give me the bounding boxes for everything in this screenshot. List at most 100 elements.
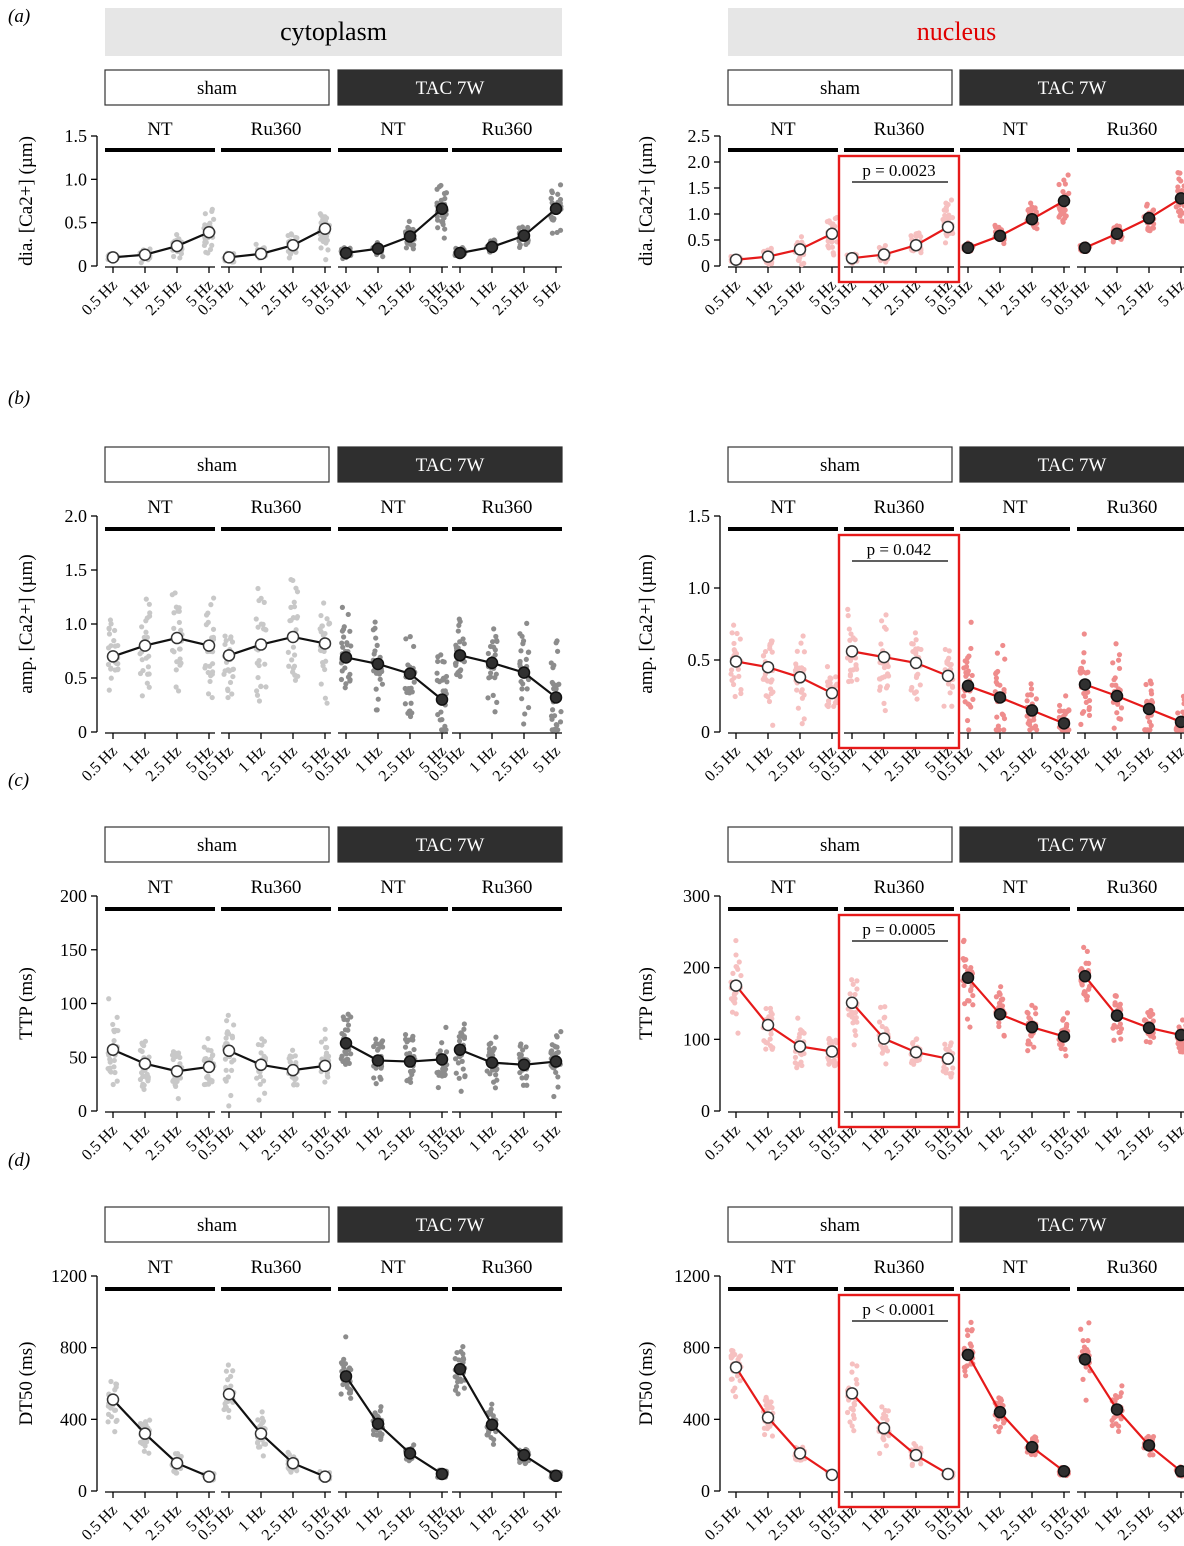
scatter-point (554, 1044, 560, 1050)
scatter-point (211, 595, 217, 601)
scatter-point (288, 1469, 294, 1475)
scatter-point (174, 659, 180, 665)
scatter-point (203, 1056, 209, 1062)
scatter-point (945, 661, 952, 667)
scatter-point (147, 1417, 153, 1423)
series-line (735, 1366, 833, 1476)
scatter-point (916, 230, 922, 236)
scatter-point (339, 604, 345, 610)
scatter-point (340, 1381, 346, 1388)
mean-point (993, 229, 1007, 243)
scatter-point (324, 1073, 330, 1079)
scatter-point (319, 623, 325, 629)
scatter-point (378, 1076, 384, 1082)
scatter-point (962, 963, 968, 970)
scatter-point (849, 1423, 855, 1429)
series-line (967, 200, 1065, 249)
scatter-point (460, 636, 466, 642)
scatter-point (202, 211, 208, 217)
scatter-point (914, 672, 920, 679)
scatter-point (1060, 219, 1066, 225)
treatment-bar (1077, 907, 1184, 911)
scatter-point (846, 1012, 852, 1018)
group-header-sham (104, 446, 330, 483)
group-header-sham (104, 1206, 330, 1243)
scatter-point (377, 1408, 383, 1414)
mean-point (1110, 1403, 1124, 1416)
scatter-point (854, 1363, 860, 1369)
y-tick-label: 0.5 (65, 668, 88, 688)
scatter-point (263, 684, 269, 690)
scatter-point (443, 1049, 450, 1055)
highlight-box (837, 1293, 961, 1509)
mean-point (993, 1405, 1007, 1419)
mean-point (106, 251, 120, 264)
scatter-point (964, 1363, 970, 1369)
scatter-point (295, 673, 301, 679)
panel-letter: (b) (8, 388, 30, 409)
scatter-point (961, 982, 967, 989)
y-tick-label: 1.0 (688, 578, 711, 598)
scatter-point (1056, 702, 1063, 709)
scatter-point (992, 222, 998, 228)
mean-point (941, 1052, 955, 1065)
scatter-point (146, 684, 152, 690)
scatter-point (407, 1068, 414, 1075)
mean-point (435, 693, 449, 706)
scatter-point (1115, 701, 1121, 707)
scatter-point (796, 1034, 802, 1040)
scatter-point (519, 633, 525, 639)
y-tick-label: 1.0 (65, 169, 88, 189)
scatter-point (289, 657, 295, 663)
scatter-point (1061, 708, 1067, 714)
scatter-point (881, 700, 887, 706)
scatter-point (1113, 641, 1119, 647)
mean-point (793, 1040, 807, 1053)
scatter-point (292, 677, 299, 683)
scatter-point (1113, 682, 1119, 688)
mean-point (371, 1054, 385, 1067)
scatter-point (733, 963, 739, 970)
scatter-point (1000, 642, 1006, 649)
scatter-point (551, 727, 557, 733)
y-axis-label: TTP (ms) (16, 967, 37, 1040)
scatter-point (768, 690, 774, 697)
scatter-point (113, 1418, 119, 1425)
scatter-point (289, 1054, 295, 1060)
y-tick-label: 1.5 (688, 506, 711, 526)
scatter-point (555, 1074, 561, 1080)
scatter-point (172, 1451, 179, 1457)
mean-point (941, 669, 955, 683)
y-tick-label: 0 (701, 722, 710, 742)
scatter-point (1143, 1038, 1149, 1045)
scatter-point (110, 1081, 116, 1088)
mean-point (254, 1427, 268, 1440)
group-label: TAC 7W (416, 1215, 485, 1236)
scatter-point (342, 1361, 349, 1367)
x-tick-label: 2.5 Hz (143, 1502, 185, 1544)
mean-point (286, 1456, 300, 1470)
series-line (1084, 197, 1182, 249)
scatter-point (209, 1053, 216, 1059)
x-tick-label: 0.5 Hz (702, 1122, 744, 1164)
scatter-point (964, 1327, 970, 1333)
scatter-point (106, 625, 112, 631)
scatter-point (494, 637, 500, 644)
scatter-point (320, 659, 326, 666)
scatter-point (1058, 1045, 1064, 1052)
scatter-point (942, 240, 949, 246)
group-label: TAC 7W (1038, 455, 1107, 476)
y-tick-label: 200 (683, 958, 710, 978)
scatter-point (964, 1016, 971, 1022)
scatter-point (792, 1054, 799, 1060)
scatter-point (849, 1369, 855, 1375)
scatter-point (970, 1002, 976, 1008)
mean-point (1142, 1021, 1156, 1035)
scatter-point (961, 693, 967, 699)
scatter-point (253, 616, 259, 622)
scatter-point (1150, 1034, 1157, 1040)
mean-point (993, 1008, 1007, 1021)
scatter-point (963, 1373, 969, 1379)
scatter-point (209, 635, 215, 641)
scatter-point (968, 619, 974, 625)
